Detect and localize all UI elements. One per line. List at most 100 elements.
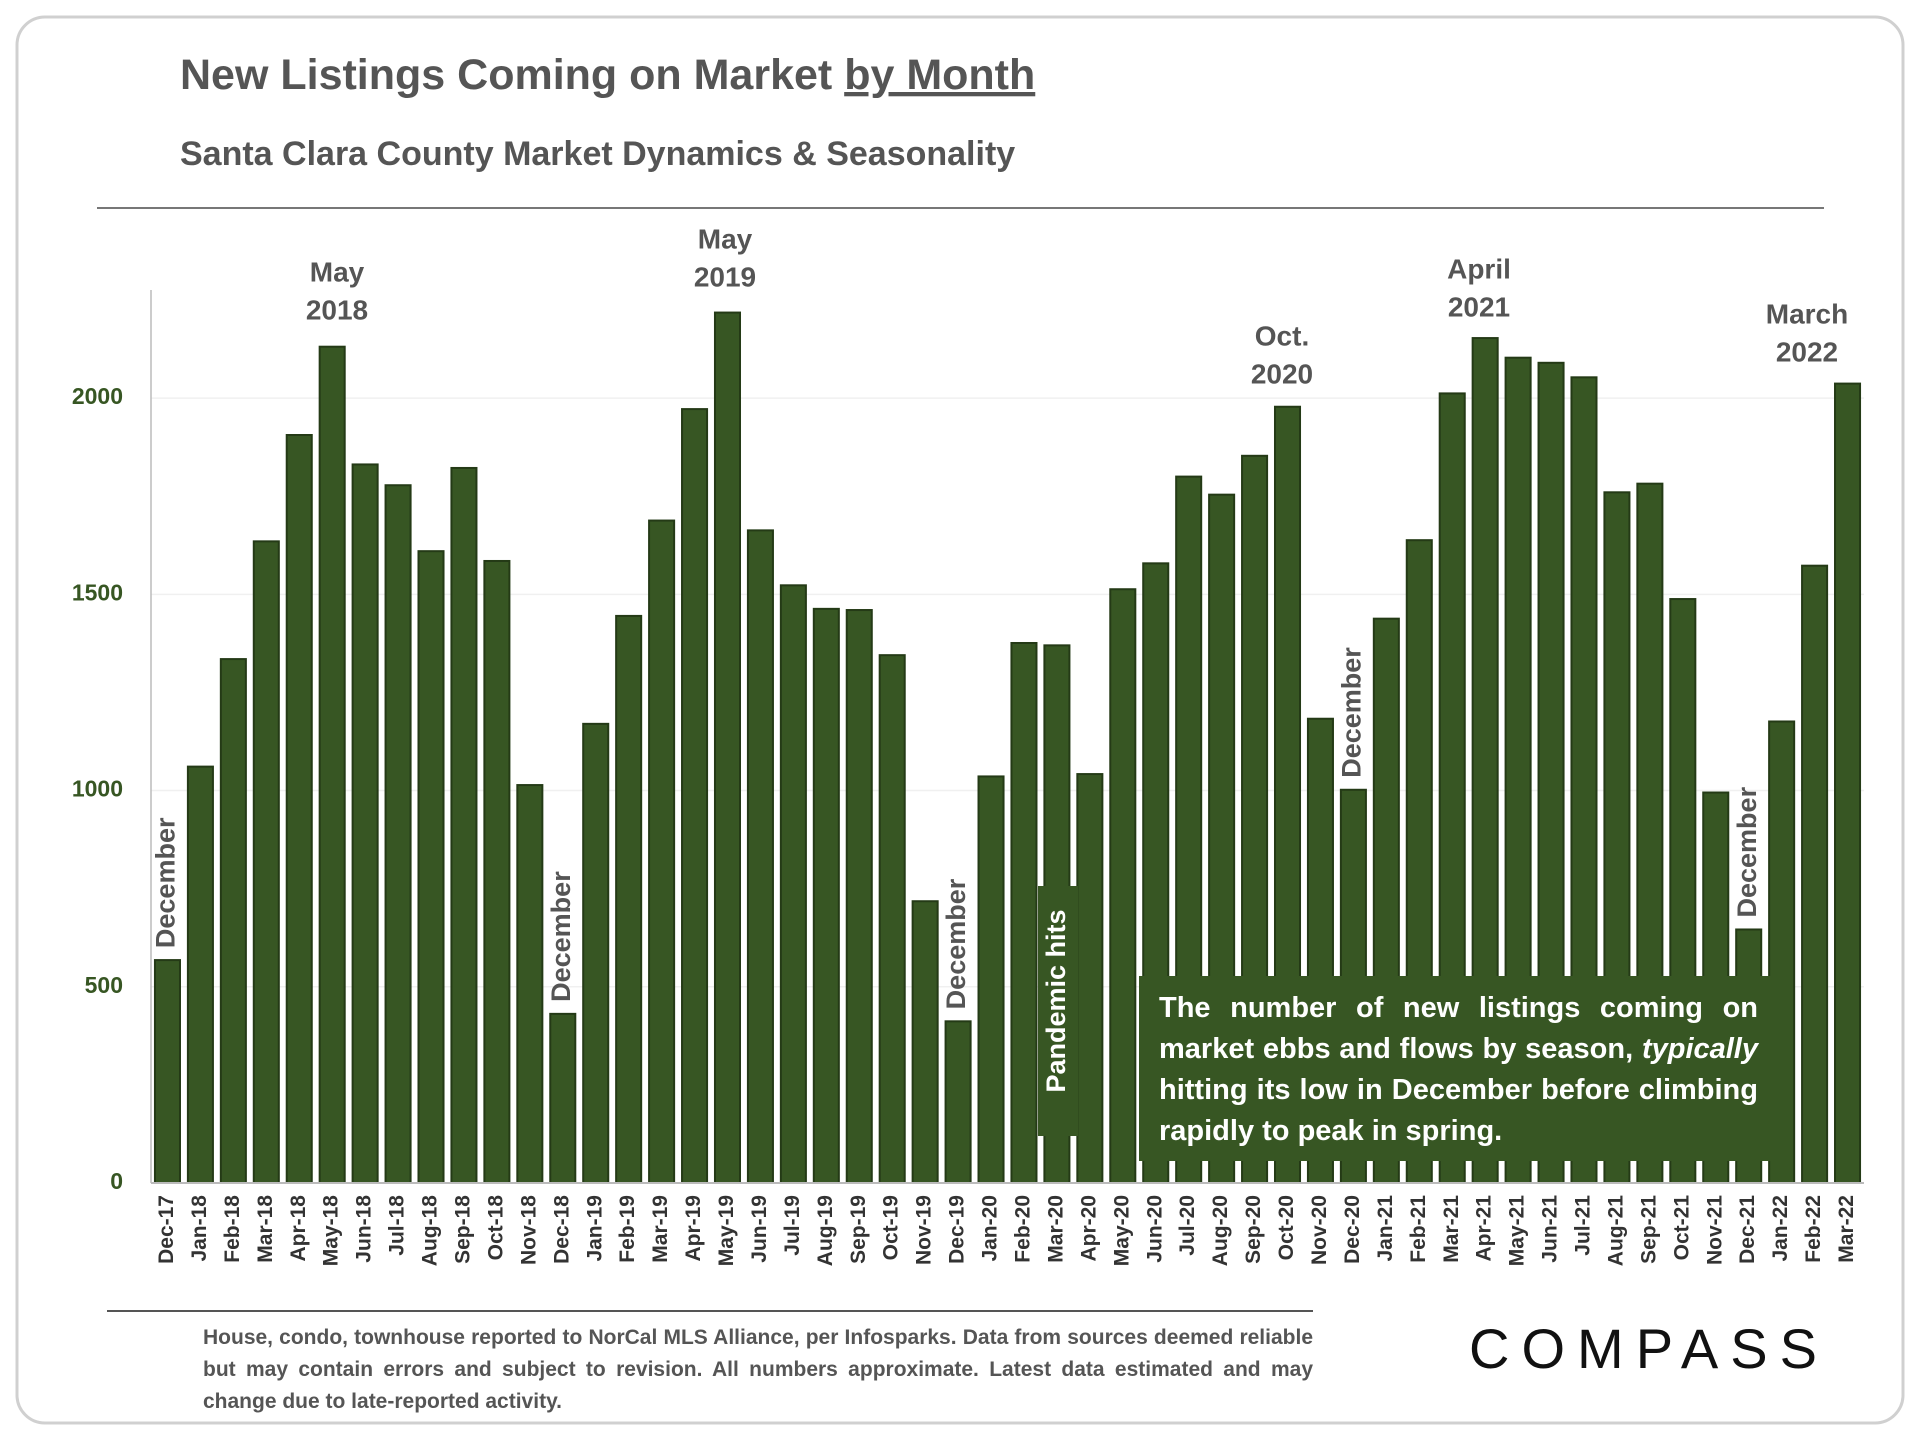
peak-annotation: 2019 [694, 261, 756, 292]
callout-text: hitting its low in December before climb… [1159, 1074, 1758, 1147]
x-tick-label: Apr-18 [287, 1195, 310, 1262]
footnote: House, condo, townhouse reported to NorC… [203, 1326, 1313, 1413]
x-tick-label: Oct-20 [1275, 1195, 1298, 1260]
bar [483, 559, 511, 1184]
pandemic-bg [1038, 886, 1078, 1136]
callout: The number of new listings coming on mar… [1139, 976, 1778, 1161]
bar [450, 466, 478, 1184]
x-tick-label: Aug-20 [1209, 1195, 1232, 1266]
card-border [15, 15, 1905, 1425]
x-tick-label: Nov-18 [517, 1195, 540, 1265]
logo: COMPASS [1469, 1317, 1817, 1380]
bar [1076, 773, 1104, 1184]
x-tick-label: Mar-19 [649, 1195, 672, 1263]
x-tick-label: Dec-19 [946, 1195, 969, 1264]
bar [417, 550, 445, 1184]
x-tick-label: Sep-18 [451, 1195, 474, 1264]
annotation-bg [665, 217, 785, 297]
bar [285, 434, 313, 1184]
peak-annotation: May [310, 256, 365, 287]
x-tick-label: Dec-20 [1341, 1195, 1364, 1264]
x-tick-label: Nov-21 [1703, 1195, 1726, 1265]
bar [549, 1012, 577, 1184]
pandemic-label: Pandemic hits [1041, 909, 1071, 1092]
y-tick-label: 500 [85, 972, 123, 998]
x-tick-label: May-18 [320, 1195, 343, 1267]
x-tick-label: Jan-20 [979, 1195, 1002, 1262]
peak-annotation: March [1766, 298, 1848, 329]
bar [153, 959, 181, 1184]
bar [318, 345, 346, 1185]
x-tick-label: Jan-18 [188, 1195, 211, 1262]
x-tick-label: Oct-19 [880, 1195, 903, 1260]
callout-emphasis: typically [1641, 1033, 1758, 1065]
y-tick-label: 2000 [72, 383, 123, 409]
annotation-bg [277, 250, 397, 330]
x-tick-label: Feb-21 [1407, 1195, 1430, 1263]
x-tick-label: Apr-20 [1077, 1195, 1100, 1262]
x-tick-label: Jun-21 [1539, 1195, 1562, 1263]
x-tick-label: Dec-17 [155, 1195, 178, 1264]
bar [1109, 588, 1137, 1184]
title-main: New Listings Coming on Market [180, 51, 832, 99]
y-tick-label: 1500 [72, 579, 123, 605]
x-tick-label: Dec-21 [1736, 1195, 1759, 1264]
x-tick-label: Mar-18 [254, 1195, 277, 1263]
bar [186, 765, 214, 1184]
december-label: December [941, 878, 971, 1009]
peak-annotation: 2022 [1776, 336, 1838, 367]
bar [977, 775, 1005, 1184]
bar [219, 658, 247, 1184]
bar [384, 484, 412, 1184]
x-tick-label: Jun-18 [353, 1195, 376, 1263]
peak-annotation: April [1447, 253, 1511, 284]
x-tick-label: Jul-20 [1176, 1195, 1199, 1256]
chart-subtitle: Santa Clara County Market Dynamics & Sea… [180, 135, 1015, 173]
x-tick-label: May-20 [1110, 1195, 1133, 1266]
bar [648, 519, 676, 1184]
x-tick-label: Aug-18 [419, 1195, 442, 1266]
x-tick-label: Feb-19 [616, 1195, 639, 1263]
bar [1801, 564, 1829, 1184]
x-tick-label: Oct-21 [1670, 1195, 1693, 1261]
x-tick-label: Mar-22 [1835, 1195, 1858, 1263]
annotation-bg [1419, 247, 1539, 327]
bar [582, 722, 610, 1185]
x-tick-label: Jan-22 [1769, 1195, 1792, 1262]
x-tick-label: Sep-20 [1242, 1195, 1265, 1264]
bar [746, 529, 774, 1184]
x-tick-label: May-19 [715, 1195, 738, 1266]
x-tick-label: May-21 [1506, 1195, 1529, 1267]
peak-annotation: 2020 [1251, 358, 1313, 389]
x-tick-label: Feb-22 [1802, 1195, 1825, 1263]
bar [1010, 641, 1038, 1184]
annotation-bg [1747, 292, 1867, 372]
december-label: December [151, 817, 181, 948]
x-tick-label: Jun-20 [1143, 1195, 1166, 1263]
x-tick-label: Jan-19 [583, 1195, 606, 1262]
x-tick-label: Sep-19 [847, 1195, 870, 1264]
x-tick-label: Dec-18 [550, 1195, 573, 1264]
bar [1834, 382, 1862, 1185]
x-tick-label: Nov-20 [1308, 1195, 1331, 1265]
title-emphasis: by Month [844, 51, 1035, 99]
peak-annotation: Oct. [1255, 320, 1309, 351]
annotation-bg [1222, 314, 1342, 394]
x-tick-label: Jun-19 [748, 1195, 771, 1263]
bar [516, 784, 544, 1184]
x-tick-label: Mar-21 [1440, 1195, 1463, 1263]
december-label: December [1337, 647, 1367, 778]
bar [713, 311, 742, 1184]
x-tick-label: Apr-21 [1473, 1195, 1496, 1262]
december-label: December [546, 871, 576, 1002]
x-tick-label: Mar-20 [1044, 1195, 1067, 1263]
bar [845, 609, 873, 1184]
y-tick-label: 1000 [72, 776, 123, 802]
x-tick-label: Jul-21 [1572, 1195, 1595, 1256]
peak-annotation: 2018 [306, 294, 368, 325]
bar [944, 1020, 972, 1184]
x-tick-label: Nov-19 [913, 1195, 936, 1265]
x-tick-label: Aug-21 [1604, 1195, 1627, 1266]
y-tick-label: 0 [110, 1168, 123, 1194]
